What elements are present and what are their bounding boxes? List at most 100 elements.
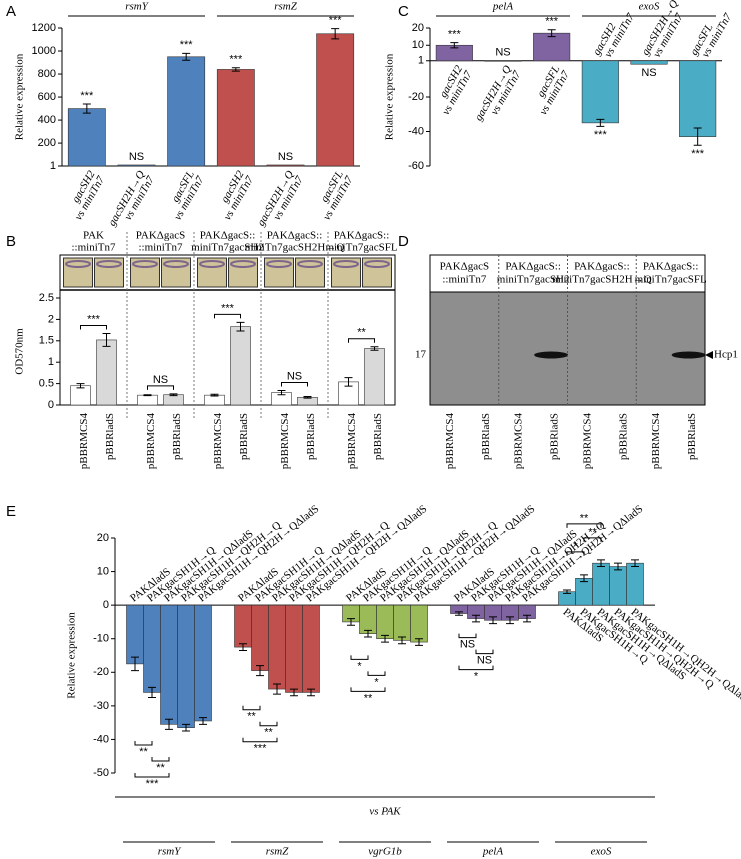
bracket [281,381,308,387]
error-bar [631,559,639,568]
column-title: PAKΔgacS:: [267,230,323,242]
bar [630,60,668,65]
bar [484,60,522,62]
bar [302,604,320,693]
significance: ** [156,762,165,774]
bar [679,60,717,137]
bracket [475,649,494,655]
bar [251,604,269,671]
bracket [147,385,174,390]
significance: *** [545,16,559,28]
y-tick-label: -10 [93,633,109,645]
error-bar [614,562,622,571]
significance: *** [229,54,243,66]
y-tick-label: -40 [408,125,424,137]
y-axis-label: Relative expression [66,612,78,699]
lane-label: pBBRladS [171,413,183,460]
error-bar [381,634,389,643]
significance: *** [329,14,343,26]
bracket [348,338,375,343]
lane-label: pBBRladS [549,413,561,460]
photo-ring [333,260,359,268]
category-label: gacSH2H→Qvs miniTn7 [106,169,157,228]
bar [177,604,195,728]
error-bar [169,393,178,397]
bracket [350,687,386,692]
y-tick-label: -30 [93,700,109,712]
bar [316,33,355,167]
error-bar [563,589,571,594]
column-title: miniTn7gacSFL [325,242,397,254]
error-bar [182,52,191,61]
significance: NS [641,67,656,79]
lane-label: pBBRMCS4 [145,413,157,470]
error-bar [450,42,459,49]
error-bar [370,346,379,351]
bracket [566,551,585,556]
column-title: PAKΔgacS:: [334,230,390,242]
y-tick-label: 1 [418,55,424,67]
group-label: vgrG1b [368,846,402,858]
group-label: rsmZ [274,1,298,13]
significance: *** [87,313,101,325]
bar [359,604,377,634]
band [534,351,569,359]
photo-ring [297,260,323,268]
column-title: miniTn7gacSH2 [191,242,264,254]
y-tick-label: 0.5 [39,378,54,390]
y-tick-label: -20 [408,91,424,103]
lane-label: pBBRladS [238,413,250,460]
lane-label: pBBRladS [372,413,384,460]
bar [126,604,144,665]
column-title: PAK [83,230,104,242]
lane-label: pBBRMCS4 [212,413,224,470]
error-bar [131,656,139,672]
bar [194,604,212,722]
error-bar [547,29,556,38]
y-tick-label: -60 [408,160,424,172]
lane-label: pBBRladS [305,413,317,460]
y-tick-label: 600 [38,91,56,103]
error-bar [347,618,355,626]
lane-label: pBBRladS [686,413,698,460]
error-bar [165,718,173,730]
bar [575,577,593,606]
marker-label: 17 [415,349,427,361]
error-bar [597,559,605,568]
column-title: ::miniTn7 [72,242,117,254]
photo-ring [96,260,122,268]
significance: * [357,660,362,672]
column-title: PAKΔgacS:: [200,230,256,242]
bar [163,394,184,406]
significance: NS [278,151,293,163]
y-tick-label: 200 [38,137,56,149]
lane-label: pBBRMCS4 [513,413,525,470]
error-bar [82,103,91,114]
lane-label: pBBRMCS4 [346,413,358,470]
y-tick-label: 0 [103,599,109,611]
bar [609,566,627,606]
y-tick-label: 1 [48,356,54,368]
lane-label: pBBRMCS4 [279,413,291,470]
photo-ring [199,260,225,268]
bracket [259,721,278,727]
bar [70,385,91,406]
y-tick-label: 800 [38,68,56,80]
error-bar [580,574,588,583]
column-title: PAKΔgacS:: [505,261,561,273]
bar [410,604,428,643]
error-bar [239,643,247,651]
bar [285,604,303,693]
y-tick-label: -40 [93,733,109,745]
bar [117,164,156,167]
photo-ring [230,260,256,268]
column-title: ::miniTn7 [139,242,184,254]
bar [266,164,305,167]
column-title: miniTn7gacSH2H→Q [245,242,345,254]
y-tick-label: -20 [93,666,109,678]
panel-letter: C [398,3,409,20]
significance: *** [146,778,160,790]
column-title: miniTn7gacSH2H→Q [552,274,652,286]
